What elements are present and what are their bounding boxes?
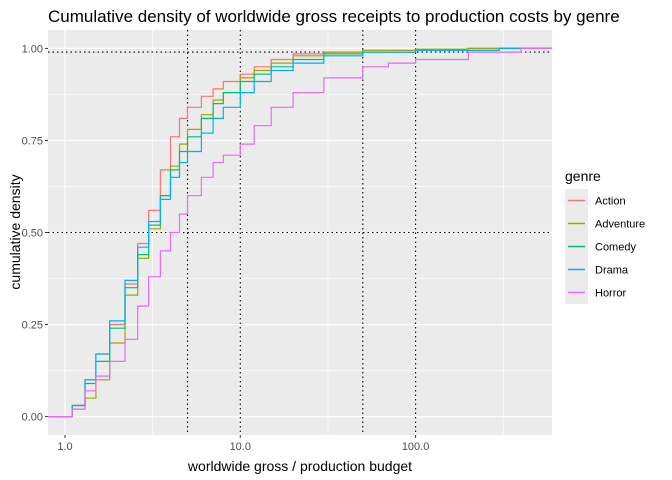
y-axis: 0.00 0.25 0.50 0.75 1.00: [22, 43, 48, 424]
y-tick-label: 0.00: [22, 412, 43, 424]
y-tick-label: 0.25: [22, 320, 43, 332]
chart-title: Cumulative density of worldwide gross re…: [48, 7, 620, 26]
series-layer: [48, 47, 552, 418]
y-tick-label: 0.75: [22, 135, 43, 147]
x-tick-label: 10.0: [230, 441, 251, 453]
y-axis-label: cumulative density: [7, 174, 23, 289]
legend-label: Drama: [595, 265, 629, 277]
legend-title: genre: [565, 168, 601, 184]
y-tick-label: 0.50: [22, 228, 43, 240]
legend-item-action: Action: [565, 189, 626, 212]
legend-label: Horror: [595, 288, 627, 300]
x-axis: 1.0 10.0 100.0: [57, 435, 429, 453]
legend-item-drama: Drama: [565, 258, 629, 281]
legend-label: Comedy: [595, 242, 636, 254]
y-tick-label: 1.00: [22, 43, 43, 55]
legend-label: Action: [595, 196, 626, 208]
series-line-horror: [48, 47, 552, 418]
series-line-drama: [48, 47, 552, 418]
legend: genre Action Adventure Comedy Drama Horror: [565, 168, 645, 304]
x-axis-label: worldwide gross / production budget: [187, 458, 412, 474]
legend-item-adventure: Adventure: [565, 212, 645, 235]
x-tick-label: 1.0: [57, 441, 72, 453]
legend-item-horror: Horror: [565, 281, 627, 304]
legend-item-comedy: Comedy: [565, 235, 636, 258]
x-tick-label: 100.0: [402, 441, 430, 453]
legend-label: Adventure: [595, 219, 645, 231]
